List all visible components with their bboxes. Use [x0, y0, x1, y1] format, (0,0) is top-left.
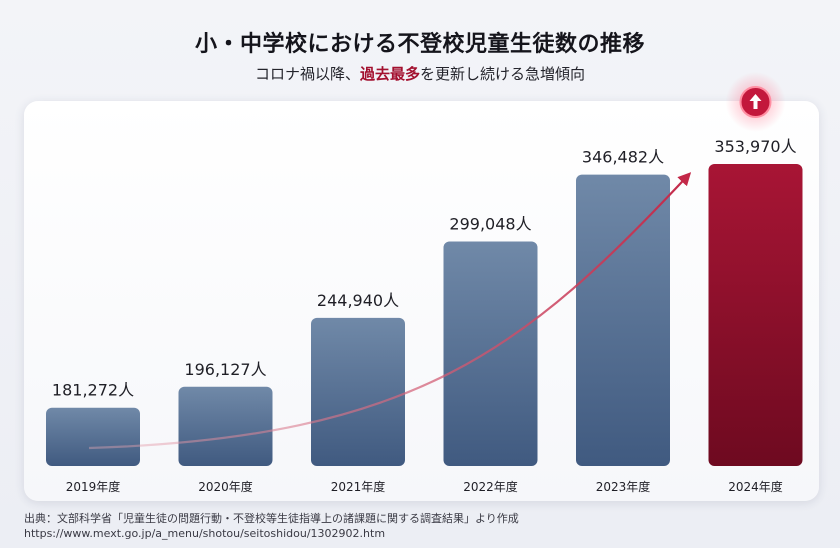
bar-highlight [708, 164, 803, 466]
bar [46, 407, 140, 466]
chart-title: 小・中学校における不登校児童生徒数の推移 [194, 32, 645, 57]
trend-arrow [88, 172, 692, 450]
bar-value-label: 196,127人 [184, 360, 266, 379]
up-arrow-icon [725, 72, 786, 132]
bar [311, 317, 405, 466]
source-url: https://www.mext.go.jp/a_menu/shotou/sei… [24, 527, 386, 540]
source-citation: 出典：文部科学省「児童生徒の問題行動・不登校等生徒指導上の諸課題に関する調査結果… [24, 512, 519, 525]
category-label: 2024年度 [728, 479, 783, 494]
category-label: 2022年度 [463, 479, 518, 494]
source-note: 出典：文部科学省「児童生徒の問題行動・不登校等生徒指導上の諸課題に関する調査結果… [24, 511, 519, 541]
category-label: 2023年度 [596, 479, 651, 494]
bar-value-label: 181,272人 [52, 381, 134, 400]
bar-value-label: 346,482人 [582, 148, 664, 167]
bar [178, 386, 273, 466]
chart-subtitle: コロナ禍以降、過去最多を更新し続ける急増傾向 [0, 63, 840, 84]
subtitle-text-after: を更新し続ける急増傾向 [420, 65, 586, 83]
bar-value-label: 353,970人 [714, 137, 796, 156]
subtitle-highlight: 過去最多 [359, 65, 420, 83]
subtitle-text-before: コロナ禍以降、 [254, 65, 360, 83]
chart-panel [24, 101, 819, 501]
category-label: 2020年度 [198, 479, 253, 494]
category-label: 2019年度 [66, 479, 121, 494]
bar-value-label: 299,048人 [449, 215, 531, 234]
bar [576, 174, 670, 466]
bar-value-label: 244,940人 [317, 291, 399, 310]
category-label: 2021年度 [331, 479, 386, 494]
bar [443, 241, 538, 466]
